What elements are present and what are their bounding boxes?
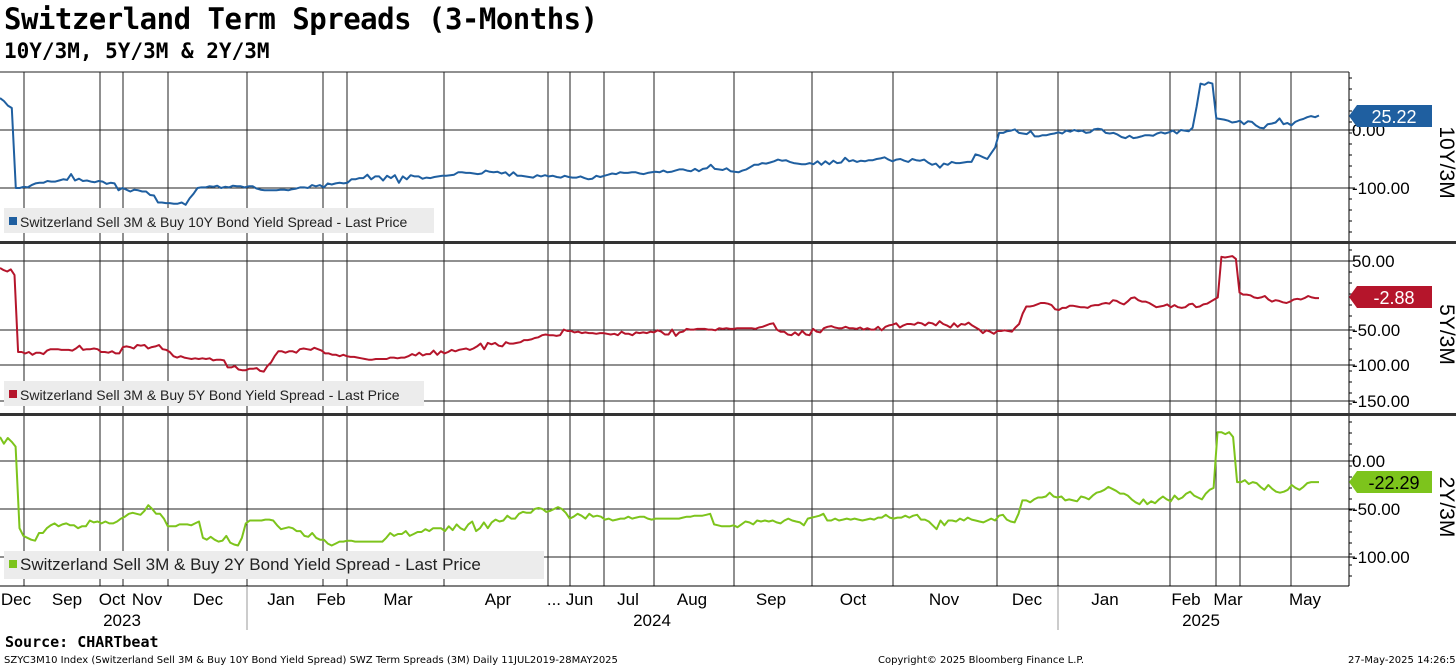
x-tick-label: Jan xyxy=(267,590,294,609)
y-tick-label: -100.00 xyxy=(1352,548,1410,567)
x-tick-label: Oct xyxy=(99,590,126,609)
y-tick-label: 0.00 xyxy=(1352,452,1385,471)
last-value-text: -22.29 xyxy=(1368,473,1419,493)
last-value-badge xyxy=(1349,105,1432,127)
x-tick-label: Dec xyxy=(193,590,224,609)
chart-subtitle: 10Y/3M, 5Y/3M & 2Y/3M xyxy=(4,39,270,63)
last-value-tag: 25.22 xyxy=(1349,105,1432,127)
y-tick-label: -100.00 xyxy=(1352,356,1410,375)
x-tick-label: Oct xyxy=(840,590,867,609)
x-tick-label: Aug xyxy=(677,590,707,609)
last-value-badge xyxy=(1349,286,1432,308)
series-line xyxy=(0,81,1320,206)
x-tick-label: Feb xyxy=(1171,590,1200,609)
footer-timestamp: 27-May-2025 14:26:55 xyxy=(1348,655,1456,666)
y-tick-label: 50.00 xyxy=(1352,252,1395,271)
x-tick-label: May xyxy=(1289,590,1322,609)
footer-ticker-info: SZYC3M10 Index (Switzerland Sell 3M & Bu… xyxy=(4,655,618,666)
legend-label: Switzerland Sell 3M & Buy 5Y Bond Yield … xyxy=(20,387,400,403)
x-year-label: 2025 xyxy=(1182,611,1220,630)
legend-item: Switzerland Sell 3M & Buy 10Y Bond Yield… xyxy=(4,208,434,233)
x-tick-label: Jan xyxy=(1091,590,1118,609)
source-note: Source: CHARTbeat xyxy=(5,633,159,651)
x-tick-label: Feb xyxy=(316,590,345,609)
x-tick-label: Dec xyxy=(1012,590,1043,609)
series-line xyxy=(0,431,1319,547)
legend-background xyxy=(4,381,424,406)
x-tick-label: Sep xyxy=(52,590,82,609)
last-value-text: 25.22 xyxy=(1371,107,1416,127)
legend-label: Switzerland Sell 3M & Buy 10Y Bond Yield… xyxy=(20,214,407,230)
series-line xyxy=(0,255,1319,373)
legend-swatch xyxy=(9,217,17,225)
legend-background xyxy=(4,208,434,233)
panel-5y-3m: 50.00 -50.00 -100.00 -150.00 Switzerland Sel… xyxy=(0,244,1456,413)
y-tick-label: -100.00 xyxy=(1352,179,1410,198)
x-tick-label: Sep xyxy=(756,590,786,609)
legend-background xyxy=(4,551,544,579)
legend-swatch xyxy=(9,560,17,568)
x-tick-label: Nov xyxy=(132,590,163,609)
legend-label: Switzerland Sell 3M & Buy 2Y Bond Yield … xyxy=(20,555,481,574)
panel-2y-3m: 0.00 -50.00 -100.00 Switzerland Sell 3M & B… xyxy=(0,416,1456,586)
last-value-tag: -2.88 xyxy=(1349,286,1432,308)
y-tick-label: -50.00 xyxy=(1352,321,1400,340)
legend-item: Switzerland Sell 3M & Buy 5Y Bond Yield … xyxy=(4,381,424,406)
x-year-label: 2024 xyxy=(633,611,671,630)
y-tick-label: -50.00 xyxy=(1352,500,1400,519)
x-year-label: 2023 xyxy=(103,611,141,630)
x-tick-label: Jul xyxy=(617,590,639,609)
chart-title: Switzerland Term Spreads (3-Months) xyxy=(4,2,598,36)
panel-axis-label: 10Y/3M xyxy=(1435,126,1456,198)
x-tick-label: Nov xyxy=(929,590,960,609)
panel-axis-label: 2Y/3M xyxy=(1435,477,1456,538)
footer-copyright: Copyright© 2025 Bloomberg Finance L.P. xyxy=(878,655,1085,666)
legend-swatch xyxy=(9,390,17,398)
x-tick-label: Mar xyxy=(383,590,413,609)
legend-item: Switzerland Sell 3M & Buy 2Y Bond Yield … xyxy=(4,551,544,579)
x-tick-label: Dec xyxy=(1,590,32,609)
y-tick-label: -150.00 xyxy=(1352,392,1410,411)
x-tick-label: ... Jun xyxy=(547,590,593,609)
x-tick-label: Mar xyxy=(1213,590,1243,609)
x-tick-label: Apr xyxy=(485,590,512,609)
last-value-text: -2.88 xyxy=(1373,288,1414,308)
panel-axis-label: 5Y/3M xyxy=(1435,304,1456,365)
last-value-tag: -22.29 xyxy=(1349,471,1432,493)
last-value-badge xyxy=(1349,471,1432,493)
